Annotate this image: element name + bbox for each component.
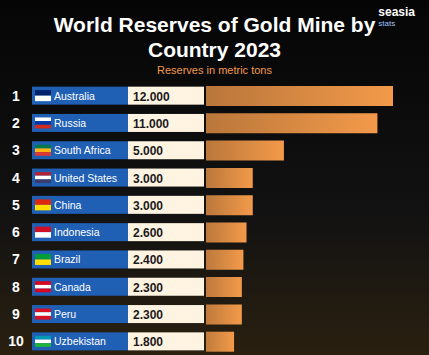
html-text:stats: stats [378,19,396,28]
svg-text:11.000: 11.000 [133,117,169,131]
svg-text:10: 10 [8,333,24,349]
svg-text:1: 1 [12,88,20,104]
svg-text:Uzbekistan: Uzbekistan [54,335,106,347]
svg-text:Indonesia: Indonesia [54,226,100,238]
svg-text:6: 6 [12,224,20,240]
html-text:Reserves in metric tons: Reserves in metric tons [157,64,272,76]
svg-text:3: 3 [12,142,20,158]
svg-text:Peru: Peru [54,308,76,320]
svg-text:2.300: 2.300 [133,281,163,295]
svg-text:2: 2 [12,115,20,131]
svg-text:Canada: Canada [54,281,91,293]
svg-text:12.000: 12.000 [133,90,170,104]
svg-text:1.800: 1.800 [133,335,163,349]
html-text:seasia: seasia [378,5,415,19]
svg-text:2.400: 2.400 [133,253,163,267]
svg-text:Australia: Australia [54,90,95,102]
svg-text:Russia: Russia [54,117,86,129]
svg-text:3.000: 3.000 [133,199,163,213]
svg-text:3.000: 3.000 [133,172,163,186]
html-text:World Reserves of Gold Mine by: World Reserves of Gold Mine by Country 2… [53,13,376,61]
svg-text:8: 8 [12,279,20,295]
svg-text:2.300: 2.300 [133,308,163,322]
svg-text:Brazil: Brazil [54,253,80,265]
svg-text:United States: United States [54,172,117,184]
svg-text:9: 9 [12,306,20,322]
svg-text:5: 5 [12,197,20,213]
svg-text:South Africa: South Africa [54,144,111,156]
svg-text:7: 7 [12,251,20,267]
svg-text:China: China [54,199,82,211]
svg-text:2.600: 2.600 [133,226,163,240]
svg-text:4: 4 [12,170,20,186]
svg-text:5.000: 5.000 [133,144,163,158]
